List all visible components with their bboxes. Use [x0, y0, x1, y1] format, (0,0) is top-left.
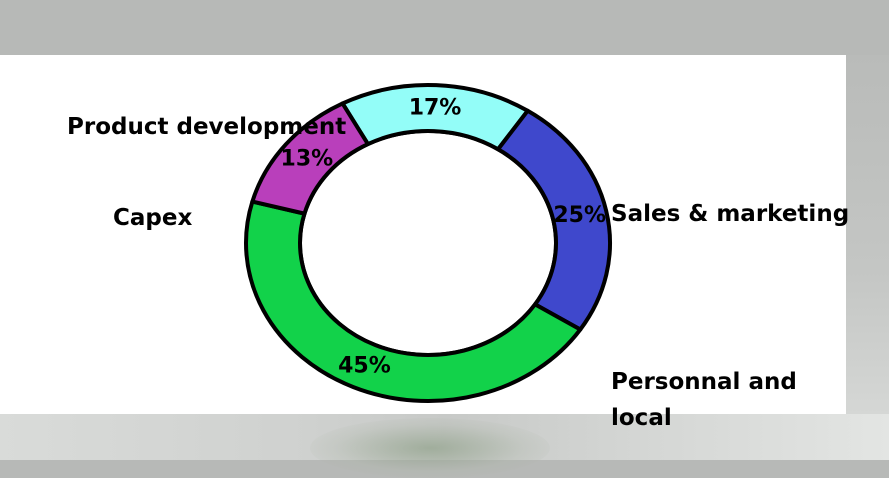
- slice-value-label: 45%: [338, 354, 391, 379]
- donut-chart: 17% 25% 45% 13%: [244, 83, 612, 403]
- slice-value-label: 17%: [409, 96, 462, 121]
- photo-background-object: [310, 418, 550, 478]
- slice-value-label: 25%: [553, 203, 606, 228]
- photo-background-right: [845, 55, 889, 414]
- slice-label-product-development: Product development: [67, 114, 347, 140]
- slice-personnal-and-local: [244, 199, 583, 403]
- slice-label-capex: Capex: [113, 205, 193, 231]
- slice-label-sales-marketing: Sales & marketing: [611, 201, 850, 227]
- chart-slide: 17% 25% 45% 13% Product development Capex S…: [0, 55, 850, 431]
- slice-capex: [250, 101, 370, 216]
- slice-value-label: 13%: [281, 146, 334, 171]
- slice-label-personnal-local: Personnal and local: [611, 369, 797, 431]
